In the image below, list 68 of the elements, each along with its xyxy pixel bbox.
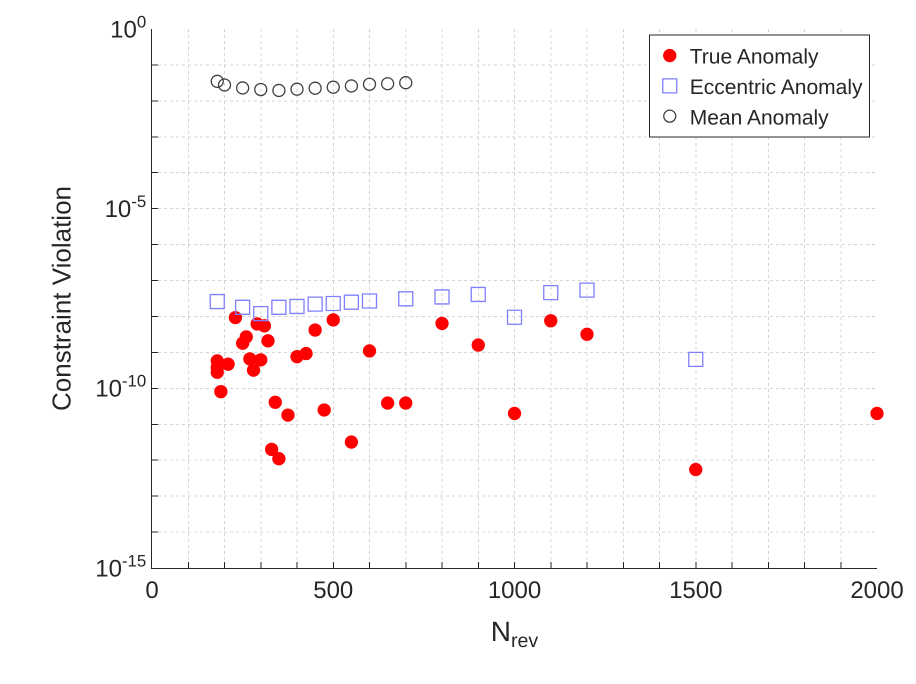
y-axis-title: Constraint Violation xyxy=(46,186,77,411)
point xyxy=(246,364,260,377)
point xyxy=(308,82,322,95)
x-tick-label: 0 xyxy=(145,576,159,604)
point xyxy=(253,306,268,322)
point xyxy=(870,406,884,420)
point xyxy=(508,406,522,420)
x-tick-label: 500 xyxy=(313,576,354,604)
point xyxy=(688,352,704,368)
point xyxy=(264,442,278,456)
point xyxy=(399,396,412,410)
y-tick-label: 10$^{-5}$ xyxy=(104,192,146,224)
point xyxy=(579,282,595,298)
point xyxy=(326,313,340,327)
legend-label: True Anomaly xyxy=(690,46,820,69)
point xyxy=(268,396,282,409)
point xyxy=(281,408,295,422)
point xyxy=(318,403,331,417)
point xyxy=(254,82,268,96)
point xyxy=(271,300,287,315)
y-tick-label: 10$^{-15}$ xyxy=(95,551,146,582)
point xyxy=(326,296,341,312)
point xyxy=(344,294,360,310)
point xyxy=(214,384,228,398)
point xyxy=(344,435,358,449)
x-tick-label: 2000 xyxy=(850,576,904,604)
point xyxy=(580,328,594,341)
point xyxy=(434,289,450,305)
y-tick-label: 10$^{-10}$ xyxy=(95,372,146,403)
point xyxy=(221,358,235,371)
point xyxy=(362,344,376,358)
point xyxy=(544,314,558,328)
point xyxy=(218,78,232,92)
point xyxy=(472,338,485,352)
legend-label: Mean Anomaly xyxy=(690,106,830,130)
point xyxy=(234,300,250,315)
point xyxy=(543,285,558,300)
point xyxy=(435,316,449,330)
point xyxy=(689,462,702,476)
point xyxy=(290,82,304,96)
point xyxy=(258,319,272,332)
point xyxy=(236,81,250,95)
point xyxy=(254,353,268,367)
point xyxy=(289,298,305,314)
point xyxy=(272,452,286,466)
point xyxy=(362,293,378,309)
point xyxy=(380,77,394,90)
point xyxy=(299,346,313,360)
x-tick-label: 1000 xyxy=(488,576,542,604)
point xyxy=(506,310,522,325)
point xyxy=(261,334,275,348)
point xyxy=(362,78,376,91)
point xyxy=(326,80,340,94)
point xyxy=(307,296,323,312)
point xyxy=(308,323,322,337)
legend-label: Eccentric Anomaly xyxy=(690,76,863,100)
point xyxy=(210,294,225,310)
y-tick-label: 10$^{0}$ xyxy=(110,12,146,44)
point xyxy=(344,79,358,93)
point xyxy=(399,76,412,90)
x-tick-label: 1500 xyxy=(669,576,722,604)
point xyxy=(380,396,394,410)
point xyxy=(398,291,414,306)
point xyxy=(236,336,250,350)
point xyxy=(272,84,286,98)
point xyxy=(210,74,224,88)
point xyxy=(470,286,486,302)
x-axis-title: N$_{rev}$ xyxy=(490,616,538,652)
